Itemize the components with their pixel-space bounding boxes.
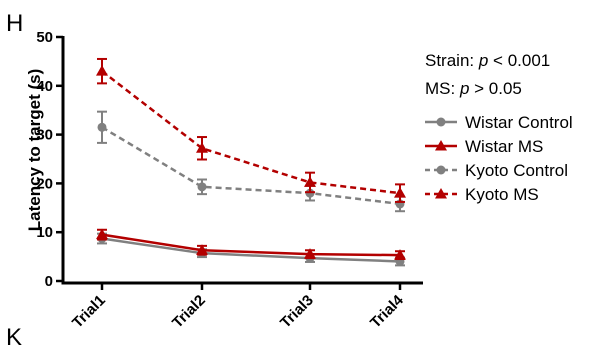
panel-letter-k: K: [6, 324, 22, 347]
series-wistar-control: [97, 232, 405, 267]
series-line: [101, 70, 401, 195]
x-tick-label: Trial1: [69, 292, 109, 332]
x-tick-label: Trial2: [169, 292, 209, 332]
ms-stat: MS: p > 0.05: [425, 79, 522, 98]
legend-item: Wistar MS: [425, 137, 543, 156]
y-tick-label: 50: [36, 29, 53, 46]
data-point: [304, 176, 316, 187]
data-point: [394, 249, 406, 260]
legend-label: Wistar MS: [465, 137, 543, 156]
y-tick-label: 40: [36, 78, 53, 95]
series-line: [101, 237, 401, 263]
panel-letter-h: H: [6, 10, 23, 37]
data-point: [304, 248, 316, 259]
data-point: [196, 244, 208, 255]
series-wistar-ms: [96, 228, 406, 261]
legend-label: Wistar Control: [465, 113, 573, 132]
x-tick-label: Trial4: [367, 291, 407, 331]
legend-label: Kyoto Control: [465, 161, 568, 180]
data-point: [197, 182, 207, 192]
legend-label: Kyoto MS: [465, 185, 539, 204]
legend-item: Kyoto MS: [425, 185, 539, 204]
legend-item: Wistar Control: [425, 113, 573, 132]
series-layer: [96, 57, 406, 267]
axes: 0 10 20 30 40 50 Trial1 Trial2 Trial3 Trial4: [36, 29, 423, 332]
series-kyoto-control: [97, 110, 405, 213]
legend: Wistar Control Wistar MS Kyoto Control Kyot…: [425, 113, 573, 204]
data-point: [196, 142, 208, 153]
stats-annotation: Strain: p < 0.001 MS: p > 0.05: [425, 51, 550, 98]
legend-swatch-marker: [435, 140, 447, 151]
legend-swatch-marker: [436, 165, 446, 175]
data-point: [96, 65, 108, 76]
series-line: [101, 126, 401, 206]
data-point: [97, 122, 107, 132]
legend-item: Kyoto Control: [425, 161, 568, 180]
y-tick-label: 0: [45, 273, 53, 290]
data-point: [394, 187, 406, 198]
y-tick-label: 20: [36, 175, 53, 192]
y-tick-label: 30: [36, 127, 53, 144]
series-kyoto-ms: [96, 57, 406, 203]
legend-swatch-marker: [435, 188, 447, 199]
y-tick-label: 10: [36, 224, 53, 241]
strain-stat: Strain: p < 0.001: [425, 51, 550, 70]
x-tick-label: Trial3: [277, 292, 317, 332]
y-axis-label: Latency to target (s): [25, 69, 44, 231]
legend-swatch-marker: [436, 117, 446, 127]
series-line: [101, 233, 401, 257]
data-point: [96, 228, 108, 240]
